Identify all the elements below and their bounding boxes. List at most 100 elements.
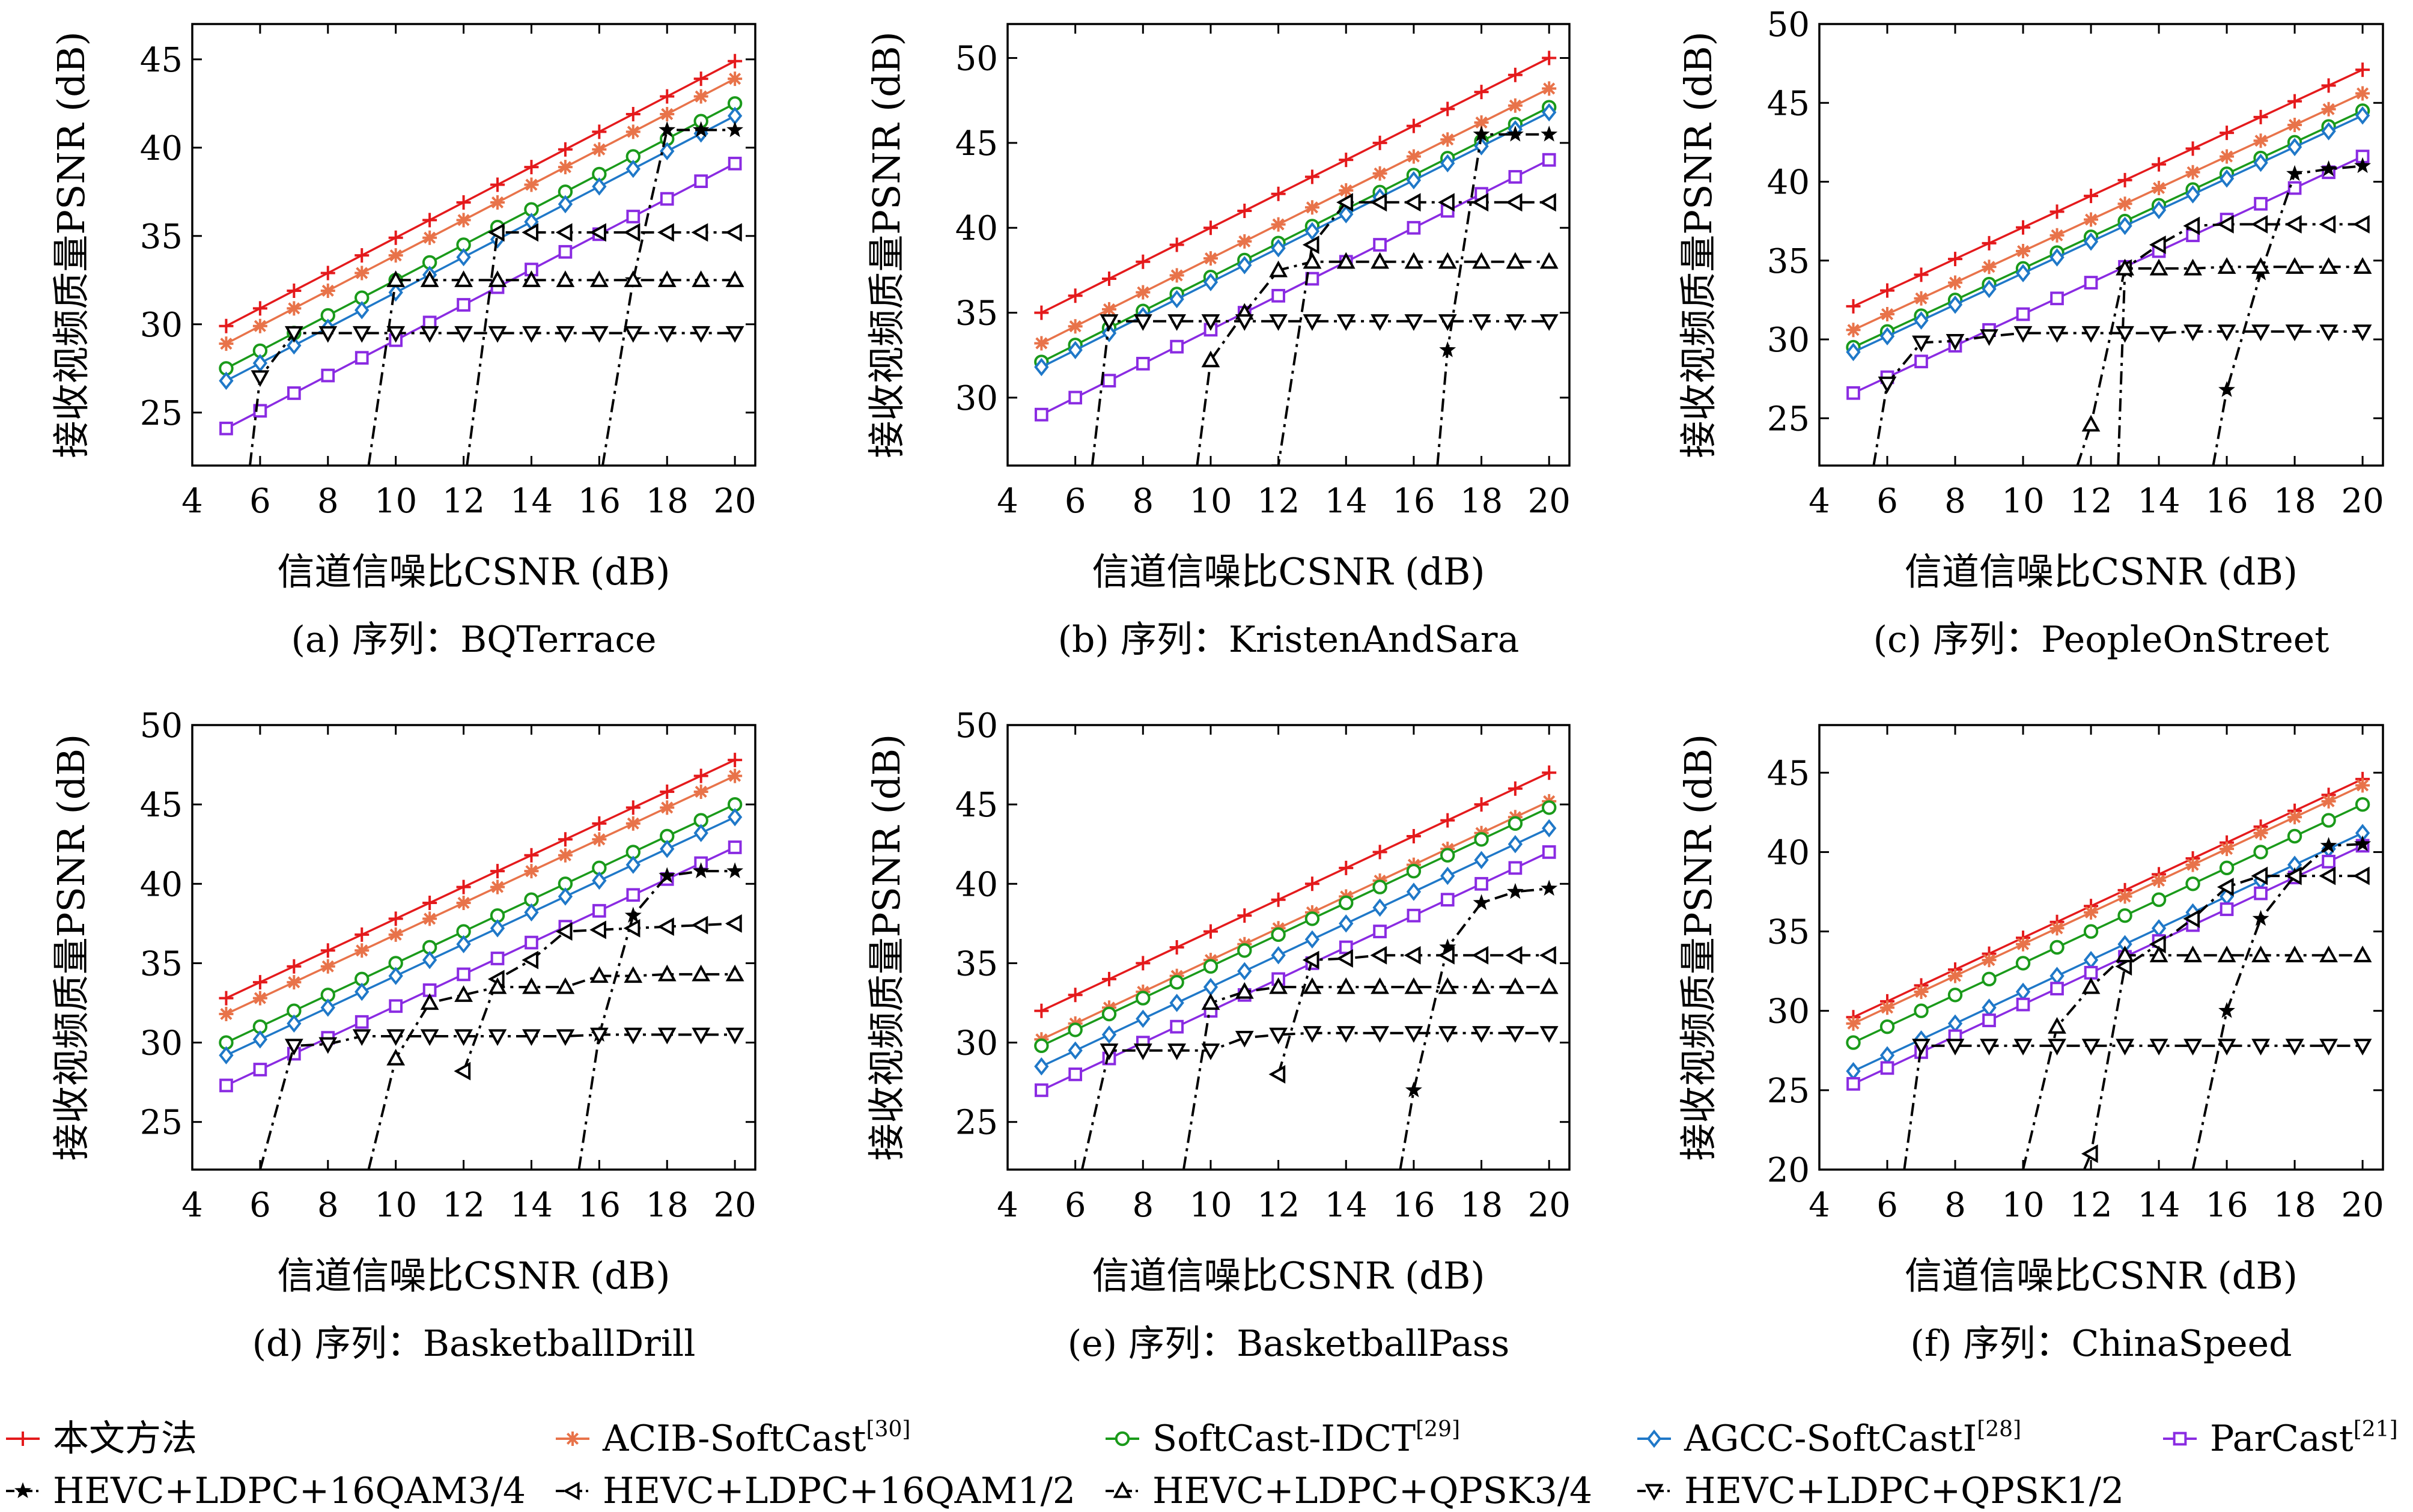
data-point bbox=[388, 230, 403, 245]
legend-item-6: HEVC+LDPC+16QAM3/4 bbox=[6, 1470, 526, 1512]
data-point bbox=[1304, 930, 1320, 949]
data-point bbox=[692, 964, 711, 982]
data-point bbox=[2016, 937, 2031, 952]
x-tick-label: 8 bbox=[317, 482, 339, 521]
legend-label: 本文方法 bbox=[53, 1418, 197, 1460]
x-tick-label: 16 bbox=[1392, 1186, 1435, 1225]
data-point bbox=[2152, 873, 2167, 888]
data-point bbox=[2355, 106, 2370, 125]
data-point bbox=[1542, 81, 1557, 96]
data-point bbox=[2219, 169, 2235, 188]
data-point bbox=[1914, 1003, 1929, 1018]
data-point bbox=[1474, 832, 1489, 847]
data-point bbox=[589, 223, 606, 242]
data-point bbox=[1372, 135, 1387, 150]
series-line-4 bbox=[1041, 111, 1550, 368]
x-tick-label: 20 bbox=[1528, 1186, 1571, 1225]
data-point bbox=[1407, 220, 1421, 235]
data-point bbox=[1539, 977, 1559, 994]
data-point bbox=[253, 1063, 267, 1076]
data-point bbox=[1980, 329, 1998, 346]
data-point bbox=[693, 768, 708, 783]
data-point bbox=[1336, 314, 1356, 331]
data-point bbox=[490, 195, 505, 210]
data-point bbox=[1946, 334, 1965, 351]
data-point bbox=[1271, 238, 1286, 258]
data-point bbox=[726, 121, 744, 138]
data-point bbox=[1406, 863, 1422, 879]
data-point bbox=[692, 270, 711, 287]
data-point bbox=[1404, 1026, 1423, 1043]
data-point bbox=[2149, 258, 2168, 276]
data-point bbox=[623, 918, 641, 938]
data-point bbox=[2319, 1039, 2338, 1055]
data-point bbox=[1068, 988, 1083, 1003]
data-point bbox=[320, 959, 335, 974]
data-point bbox=[1068, 1041, 1083, 1060]
data-point bbox=[1948, 275, 1963, 290]
y-tick-label: 40 bbox=[955, 865, 998, 904]
data-point bbox=[388, 283, 403, 302]
series-line-7 bbox=[1277, 954, 1550, 1075]
data-point bbox=[1268, 1065, 1286, 1084]
x-axis-label: 信道信噪比CSNR (dB) bbox=[1092, 550, 1485, 594]
series-line-1 bbox=[1852, 68, 2363, 308]
data-point bbox=[1034, 407, 1048, 422]
data-point bbox=[1542, 800, 1557, 815]
data-point bbox=[1407, 908, 1421, 923]
series-line-2 bbox=[1852, 784, 2363, 1025]
panel-caption: (e) 序列：BasketballPass bbox=[1068, 1323, 1510, 1365]
legend-marker bbox=[16, 1432, 30, 1446]
data-point bbox=[1336, 949, 1353, 968]
data-point bbox=[1879, 1046, 1895, 1064]
y-tick-label: 45 bbox=[955, 124, 998, 163]
data-point bbox=[1303, 314, 1322, 331]
data-point bbox=[1303, 1026, 1322, 1043]
data-point bbox=[2149, 1039, 2168, 1055]
data-point bbox=[1946, 1039, 1965, 1055]
data-point bbox=[1508, 67, 1523, 82]
data-point bbox=[1405, 1081, 1422, 1098]
data-point bbox=[354, 266, 370, 281]
y-axis-label: 接收视频质量PSNR (dB) bbox=[49, 31, 93, 458]
data-point bbox=[1404, 193, 1421, 212]
data-point bbox=[1201, 314, 1220, 331]
data-point bbox=[1034, 357, 1049, 377]
y-tick-label: 35 bbox=[140, 217, 183, 257]
data-point bbox=[1506, 252, 1525, 269]
data-point bbox=[592, 177, 607, 196]
data-point bbox=[1201, 350, 1220, 368]
data-point bbox=[625, 124, 641, 139]
data-point bbox=[2284, 214, 2302, 234]
data-point bbox=[2220, 126, 2235, 141]
data-point bbox=[219, 1007, 234, 1021]
data-point bbox=[1068, 341, 1083, 359]
data-point bbox=[2081, 977, 2101, 994]
data-point bbox=[1136, 956, 1151, 971]
legend-marker bbox=[2173, 1432, 2187, 1446]
data-point bbox=[2251, 866, 2268, 885]
data-point bbox=[1440, 132, 1455, 147]
data-point bbox=[1167, 1043, 1187, 1060]
data-point bbox=[1508, 835, 1523, 854]
data-point bbox=[1505, 946, 1523, 965]
x-tick-label: 12 bbox=[2069, 482, 2112, 521]
data-point bbox=[490, 864, 505, 879]
data-point bbox=[488, 270, 507, 287]
series-group bbox=[1846, 62, 2372, 466]
data-point bbox=[287, 975, 302, 990]
data-point bbox=[728, 840, 742, 854]
series-group bbox=[219, 753, 744, 1170]
data-point bbox=[1372, 166, 1387, 181]
data-point bbox=[2217, 1039, 2236, 1055]
x-axis-label: 信道信噪比CSNR (dB) bbox=[1905, 550, 2298, 594]
x-tick-label: 8 bbox=[317, 1186, 339, 1225]
data-point bbox=[1269, 314, 1288, 331]
data-point bbox=[1101, 1025, 1117, 1044]
x-tick-label: 4 bbox=[997, 1186, 1018, 1225]
data-point bbox=[252, 975, 267, 990]
x-tick-label: 10 bbox=[2001, 1186, 2044, 1225]
data-point bbox=[2117, 908, 2132, 923]
data-point bbox=[2251, 214, 2268, 234]
x-tick-label: 16 bbox=[578, 1186, 621, 1225]
